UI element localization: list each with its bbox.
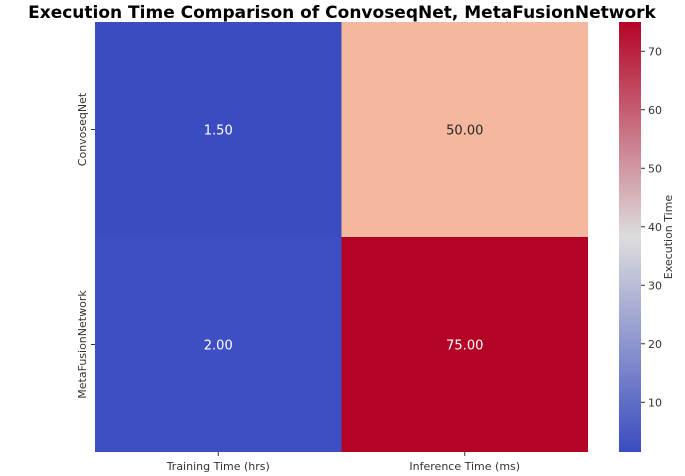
colorbar-tick-label: 70 xyxy=(648,45,662,58)
cell-value-label: 2.00 xyxy=(204,339,233,354)
heatmap-cell xyxy=(95,237,342,452)
x-tick-label: Inference Time (ms) xyxy=(409,460,520,473)
heatmap-cell xyxy=(95,22,342,237)
cell-value-label: 1.50 xyxy=(204,124,233,139)
heatmap-cell xyxy=(341,237,588,452)
colorbar-tick-label: 40 xyxy=(648,221,662,234)
y-tick-label: ConvoseqNet xyxy=(76,92,89,166)
colorbar-tick-label: 10 xyxy=(648,396,662,409)
colorbar-gradient xyxy=(619,22,641,452)
colorbar-label: Execution Time xyxy=(662,195,675,280)
colorbar-tick-label: 50 xyxy=(648,162,662,175)
y-axis: ConvoseqNet MetaFusionNetwork xyxy=(76,92,95,399)
colorbar-tick-label: 20 xyxy=(648,338,662,351)
y-tick-label: MetaFusionNetwork xyxy=(76,290,89,399)
cell-value-labels: 1.50 50.00 2.00 75.00 xyxy=(204,124,484,354)
x-tick-label: Training Time (hrs) xyxy=(166,460,270,473)
x-axis: Training Time (hrs) Inference Time (ms) xyxy=(166,452,520,473)
cell-value-label: 75.00 xyxy=(446,339,483,354)
colorbar: 10 20 30 40 50 60 70 Execution Time xyxy=(619,22,675,452)
colorbar-tick-label: 30 xyxy=(648,279,662,292)
colorbar-tick-label: 60 xyxy=(648,104,662,117)
heatmap-cell xyxy=(341,22,588,237)
heatmap-cells xyxy=(95,22,588,452)
cell-value-label: 50.00 xyxy=(446,124,483,139)
chart-title: Execution Time Comparison of ConvoseqNet… xyxy=(28,3,656,23)
